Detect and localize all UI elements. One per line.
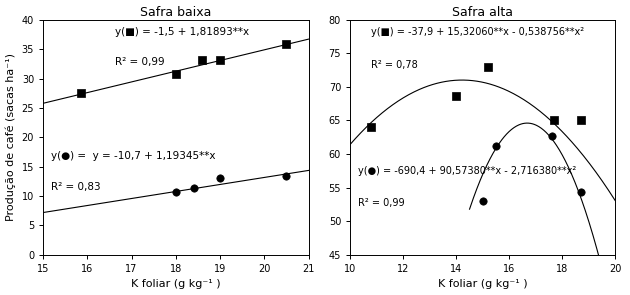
- Point: [282, 173, 292, 178]
- Point: [215, 57, 225, 62]
- Point: [215, 176, 225, 181]
- Text: y(●) =  y = -10,7 + 1,19345**x: y(●) = y = -10,7 + 1,19345**x: [51, 151, 215, 161]
- X-axis label: K foliar (g kg⁻¹ ): K foliar (g kg⁻¹ ): [131, 279, 220, 289]
- Point: [491, 144, 501, 148]
- Text: y(■) = -37,9 + 15,32060**x - 0,538756**x²: y(■) = -37,9 + 15,32060**x - 0,538756**x…: [371, 27, 585, 37]
- Text: R² = 0,99: R² = 0,99: [358, 199, 404, 209]
- Text: y(■) = -1,5 + 1,81893**x: y(■) = -1,5 + 1,81893**x: [115, 27, 249, 37]
- X-axis label: K foliar (g kg⁻¹ ): K foliar (g kg⁻¹ ): [438, 279, 527, 289]
- Point: [547, 134, 557, 138]
- Text: y(●) = -690,4 + 90,57380**x - 2,716380**x²: y(●) = -690,4 + 90,57380**x - 2,716380**…: [358, 165, 576, 176]
- Point: [171, 190, 181, 194]
- Y-axis label: Produção de café (sacas ha⁻¹): Produção de café (sacas ha⁻¹): [6, 53, 16, 221]
- Point: [549, 118, 559, 123]
- Point: [197, 57, 207, 62]
- Text: R² = 0,78: R² = 0,78: [371, 60, 418, 70]
- Text: R² = 0,99: R² = 0,99: [115, 57, 164, 67]
- Point: [282, 42, 292, 47]
- Point: [478, 199, 488, 204]
- Text: R² = 0,83: R² = 0,83: [51, 182, 101, 192]
- Point: [366, 125, 376, 130]
- Point: [483, 64, 493, 69]
- Point: [76, 91, 86, 96]
- Point: [451, 93, 461, 98]
- Point: [576, 118, 586, 123]
- Point: [576, 190, 586, 195]
- Point: [171, 71, 181, 76]
- Point: [188, 186, 198, 190]
- Title: Safra baixa: Safra baixa: [140, 6, 212, 19]
- Title: Safra alta: Safra alta: [452, 6, 513, 19]
